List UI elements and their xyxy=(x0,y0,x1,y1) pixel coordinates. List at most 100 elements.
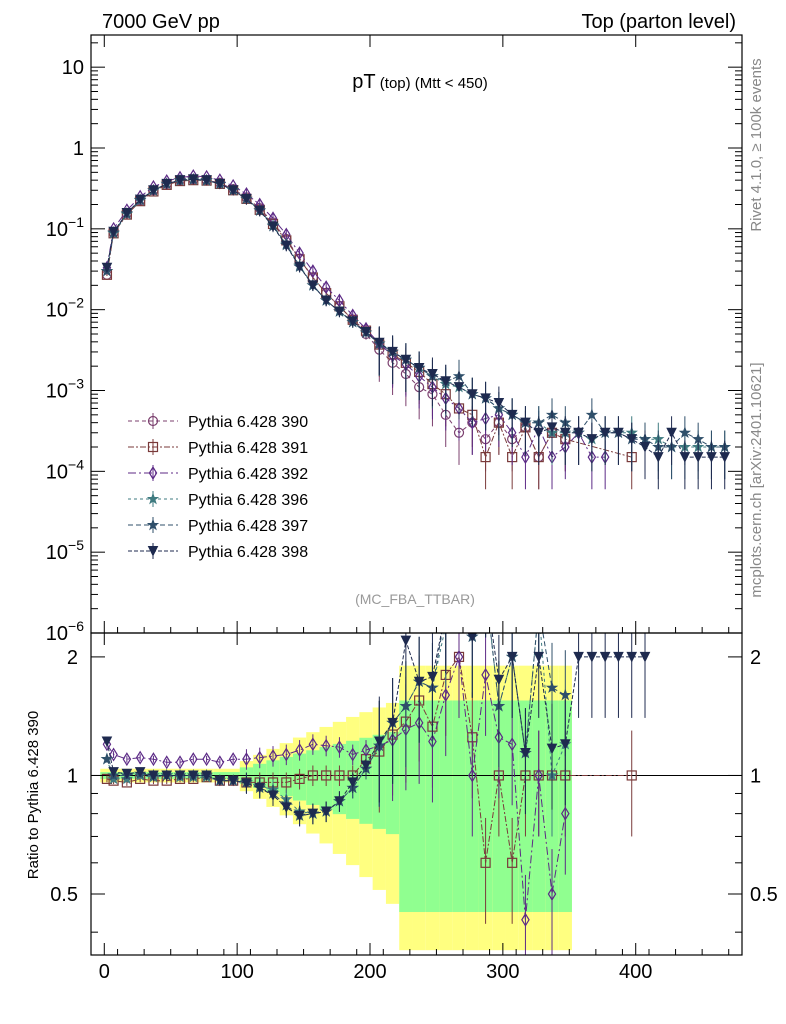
ratio-point xyxy=(545,681,559,694)
main-plot xyxy=(100,169,731,490)
ratio-band-green xyxy=(399,700,413,913)
ratio-point xyxy=(175,755,185,770)
ratio-point xyxy=(534,768,544,783)
ratio-series-group xyxy=(100,582,651,955)
ratio-point xyxy=(480,582,491,592)
rivet-label: Rivet 4.1.0, ≥ 100k events xyxy=(748,58,765,231)
legend-marker xyxy=(146,492,160,505)
data-point xyxy=(626,434,638,445)
y-tick-label: 10 xyxy=(62,57,84,79)
ratio-point xyxy=(109,747,118,762)
data-point xyxy=(678,426,692,439)
x-tick-label: 100 xyxy=(220,961,253,983)
ratio-point xyxy=(268,749,278,764)
data-point xyxy=(506,409,518,421)
data-point xyxy=(546,422,558,433)
title-main: pT xyxy=(352,71,375,93)
data-point xyxy=(334,306,345,318)
data-point xyxy=(400,354,412,366)
data-point xyxy=(586,434,598,445)
ratio-point xyxy=(400,635,412,647)
ratio-point xyxy=(307,808,319,820)
legend: Pythia 6.428 390 Pythia 6.428 391 Pythia 6… xyxy=(128,413,308,561)
ratio-point xyxy=(441,608,450,617)
y-tick-label: 10−6 xyxy=(46,618,84,645)
data-point xyxy=(413,362,425,374)
ratio-point xyxy=(134,767,146,778)
legend-marker xyxy=(148,466,158,480)
mcplots-label: mcplots.cern.ch [arXiv:2401.10621] xyxy=(748,362,765,597)
legend-marker xyxy=(147,441,159,453)
ratio-point xyxy=(521,912,530,927)
legend-marker xyxy=(146,518,160,531)
ratio-point xyxy=(187,770,199,782)
ratio-point xyxy=(202,752,211,767)
data-point xyxy=(108,226,119,238)
data-point xyxy=(652,452,664,463)
ratio-point xyxy=(214,775,226,787)
ratio-point xyxy=(441,688,451,703)
data-point xyxy=(294,261,305,273)
ratio-point xyxy=(241,778,252,789)
data-point xyxy=(639,442,651,453)
ratio-point xyxy=(281,777,292,788)
ratio-point xyxy=(320,806,332,818)
data-point xyxy=(480,393,491,404)
data-point xyxy=(134,194,146,206)
ratio-point xyxy=(413,676,425,688)
data-point xyxy=(585,408,599,421)
y-tick-label: 10−2 xyxy=(46,295,84,322)
ratio-point xyxy=(347,777,359,789)
data-point xyxy=(387,346,398,358)
ratio-point xyxy=(373,736,385,748)
data-point xyxy=(573,427,584,439)
ratio-point xyxy=(255,750,265,765)
ratio-point xyxy=(148,770,159,782)
ratio-point xyxy=(454,649,464,664)
ratio-point xyxy=(201,770,212,782)
data-point xyxy=(440,376,452,387)
ratio-point xyxy=(506,651,518,663)
data-point xyxy=(719,452,731,463)
data-point xyxy=(307,280,319,291)
header-left: 7000 GeV pp xyxy=(102,11,220,33)
ratio-point xyxy=(520,748,531,759)
ratio-point xyxy=(281,747,291,762)
data-point xyxy=(187,174,199,185)
legend-marker xyxy=(147,415,159,427)
ratio-point xyxy=(481,667,490,682)
ratio-point xyxy=(267,790,279,801)
data-point xyxy=(613,427,624,439)
data-point xyxy=(559,427,571,439)
ratio-point xyxy=(161,770,173,782)
data-point xyxy=(467,415,477,430)
ratio-point xyxy=(440,620,451,630)
ratio-point xyxy=(387,717,398,729)
ratio-point xyxy=(242,752,251,767)
ratio-point xyxy=(308,737,318,752)
data-point xyxy=(101,262,113,274)
ratio-point xyxy=(467,633,477,643)
main-series-group xyxy=(100,169,731,490)
ratio-point xyxy=(467,768,477,783)
ratio-point xyxy=(280,802,292,813)
ratio-point xyxy=(334,770,345,781)
data-point xyxy=(201,175,212,186)
ratio-band-green xyxy=(425,700,440,913)
title-sub: (top) (Mtt < 450) xyxy=(376,75,488,92)
ratio-point xyxy=(546,743,558,755)
ratio-point xyxy=(547,887,557,901)
ratio-point xyxy=(360,760,372,772)
data-point xyxy=(161,178,173,190)
ratio-tick-label: 1 xyxy=(67,765,78,787)
data-point xyxy=(666,427,677,439)
ratio-point xyxy=(102,737,112,752)
ratio-point xyxy=(599,651,611,663)
ratio-point xyxy=(215,755,225,770)
ratio-point xyxy=(174,770,186,782)
ratio-point xyxy=(294,773,305,785)
ratio-tick-label: 2 xyxy=(67,647,78,669)
ratio-point xyxy=(626,651,638,663)
plot-title: pT (top) (Mtt < 450) xyxy=(352,71,487,93)
data-point xyxy=(174,175,186,186)
